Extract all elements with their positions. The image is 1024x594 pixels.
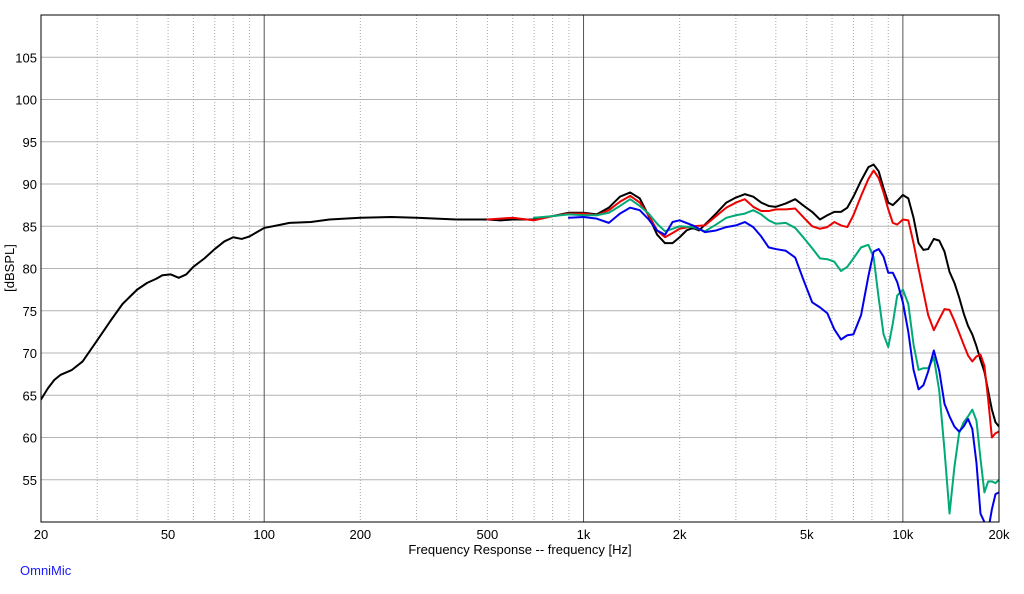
y-tick-label: 55	[23, 473, 37, 488]
series-layer	[41, 163, 999, 522]
series-line	[533, 198, 999, 515]
major-gridlines	[263, 15, 904, 522]
y-tick-label: 70	[23, 346, 37, 361]
plot-frame	[40, 14, 1000, 523]
x-tick-label: 10k	[892, 527, 913, 542]
y-tick-label: 60	[23, 431, 37, 446]
series-line	[567, 206, 999, 522]
x-tick-label: 100	[253, 527, 275, 542]
y-tick-label: 80	[23, 262, 37, 277]
x-tick-label: 2k	[673, 527, 687, 542]
y-axis-title: [dBSPL]	[2, 244, 17, 292]
y-tick-labels: 55 60 65 70 75 80 85 90 95 100 105	[15, 50, 37, 488]
x-axis-title: Frequency Response -- frequency [Hz]	[408, 542, 631, 557]
x-tick-label: 20k	[989, 527, 1010, 542]
minor-gridlines	[41, 15, 999, 522]
omnimic-watermark: OmniMic	[20, 563, 72, 578]
y-tick-label: 100	[15, 93, 37, 108]
y-tick-label: 65	[23, 388, 37, 403]
x-tick-label: 20	[34, 527, 48, 542]
y-tick-label: 75	[23, 304, 37, 319]
y-tick-label: 85	[23, 219, 37, 234]
x-tick-label: 1k	[577, 527, 591, 542]
x-tick-labels: 20 50 100 200 500 1k 2k 5k 10k 20k	[34, 527, 1010, 542]
y-tick-label: 90	[23, 177, 37, 192]
x-tick-label: 500	[477, 527, 499, 542]
y-tick-label: 105	[15, 50, 37, 65]
y-tick-label: 95	[23, 135, 37, 150]
x-tick-label: 5k	[800, 527, 814, 542]
x-tick-label: 50	[161, 527, 175, 542]
x-tick-label: 200	[349, 527, 371, 542]
